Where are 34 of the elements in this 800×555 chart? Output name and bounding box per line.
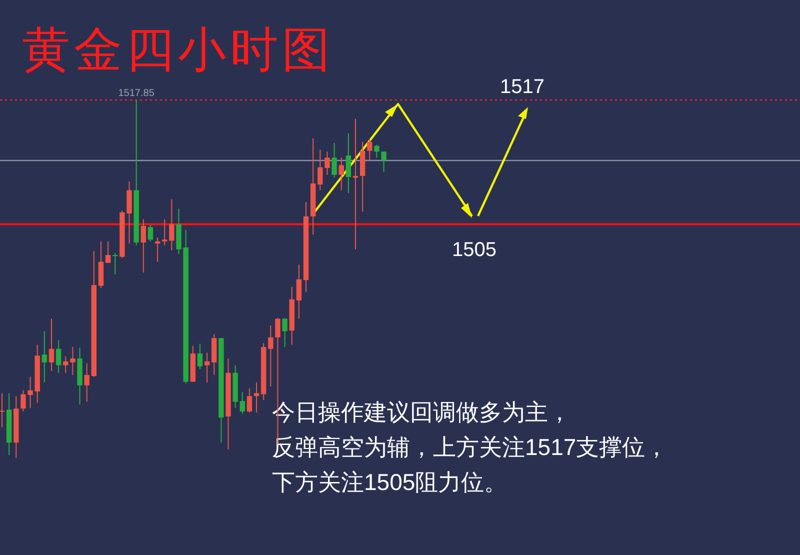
candlestick bbox=[282, 318, 288, 348]
candlestick bbox=[169, 198, 174, 251]
text: 1517 bbox=[500, 76, 544, 98]
text: 下方关注1505阻力位。 bbox=[272, 469, 508, 495]
candlestick bbox=[197, 343, 203, 370]
candlestick bbox=[56, 340, 62, 374]
candlestick bbox=[332, 142, 337, 178]
candlestick bbox=[98, 240, 104, 288]
candlestick bbox=[140, 218, 146, 274]
candlestick bbox=[63, 356, 68, 374]
candlestick bbox=[112, 252, 118, 275]
candlestick bbox=[105, 240, 111, 264]
chart-title: 黄金四小时图 bbox=[22, 22, 334, 78]
candlestick bbox=[346, 132, 352, 194]
candlestick bbox=[374, 144, 380, 158]
candlestick bbox=[42, 330, 48, 383]
candlestick bbox=[70, 346, 76, 376]
candlestick bbox=[0, 392, 5, 428]
candlestick bbox=[84, 362, 90, 402]
candlestick bbox=[296, 264, 302, 320]
candlestick bbox=[148, 224, 154, 242]
candlestick bbox=[268, 325, 274, 387]
candlestick bbox=[254, 382, 260, 414]
candlestick bbox=[162, 218, 168, 246]
annotation: 反弹高空为辅，上方关注1517支撑位， bbox=[272, 434, 668, 460]
candlestick bbox=[338, 157, 344, 191]
candlestick bbox=[48, 318, 54, 372]
candlestick bbox=[381, 151, 386, 172]
candlestick bbox=[204, 352, 210, 383]
annotation: 1517.85 bbox=[118, 88, 155, 99]
text: 1505 bbox=[452, 239, 496, 261]
candlestick bbox=[240, 392, 245, 414]
candlestick bbox=[246, 388, 252, 414]
candlestick bbox=[367, 138, 372, 161]
